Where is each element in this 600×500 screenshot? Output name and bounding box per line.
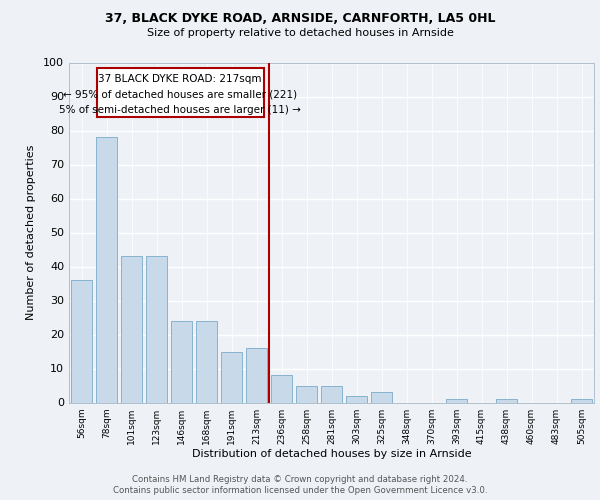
Text: ← 95% of detached houses are smaller (221): ← 95% of detached houses are smaller (22… <box>63 90 298 100</box>
Y-axis label: Number of detached properties: Number of detached properties <box>26 145 36 320</box>
X-axis label: Distribution of detached houses by size in Arnside: Distribution of detached houses by size … <box>191 450 472 460</box>
Bar <box>196 321 217 402</box>
Bar <box>121 256 142 402</box>
Text: Size of property relative to detached houses in Arnside: Size of property relative to detached ho… <box>146 28 454 38</box>
FancyBboxPatch shape <box>97 68 264 117</box>
Bar <box>371 392 392 402</box>
Text: Contains public sector information licensed under the Open Government Licence v3: Contains public sector information licen… <box>113 486 487 495</box>
Bar <box>496 399 517 402</box>
Bar <box>221 352 242 403</box>
Bar <box>71 280 92 402</box>
Bar <box>571 399 592 402</box>
Bar <box>271 376 292 402</box>
Text: Contains HM Land Registry data © Crown copyright and database right 2024.: Contains HM Land Registry data © Crown c… <box>132 475 468 484</box>
Bar <box>296 386 317 402</box>
Text: 37 BLACK DYKE ROAD: 217sqm: 37 BLACK DYKE ROAD: 217sqm <box>98 74 262 85</box>
Bar <box>96 138 117 402</box>
Bar <box>246 348 267 403</box>
Bar <box>146 256 167 402</box>
Text: 37, BLACK DYKE ROAD, ARNSIDE, CARNFORTH, LA5 0HL: 37, BLACK DYKE ROAD, ARNSIDE, CARNFORTH,… <box>105 12 495 26</box>
Bar <box>171 321 192 402</box>
Bar <box>321 386 342 402</box>
Bar <box>446 399 467 402</box>
Bar <box>346 396 367 402</box>
Text: 5% of semi-detached houses are larger (11) →: 5% of semi-detached houses are larger (1… <box>59 105 301 115</box>
